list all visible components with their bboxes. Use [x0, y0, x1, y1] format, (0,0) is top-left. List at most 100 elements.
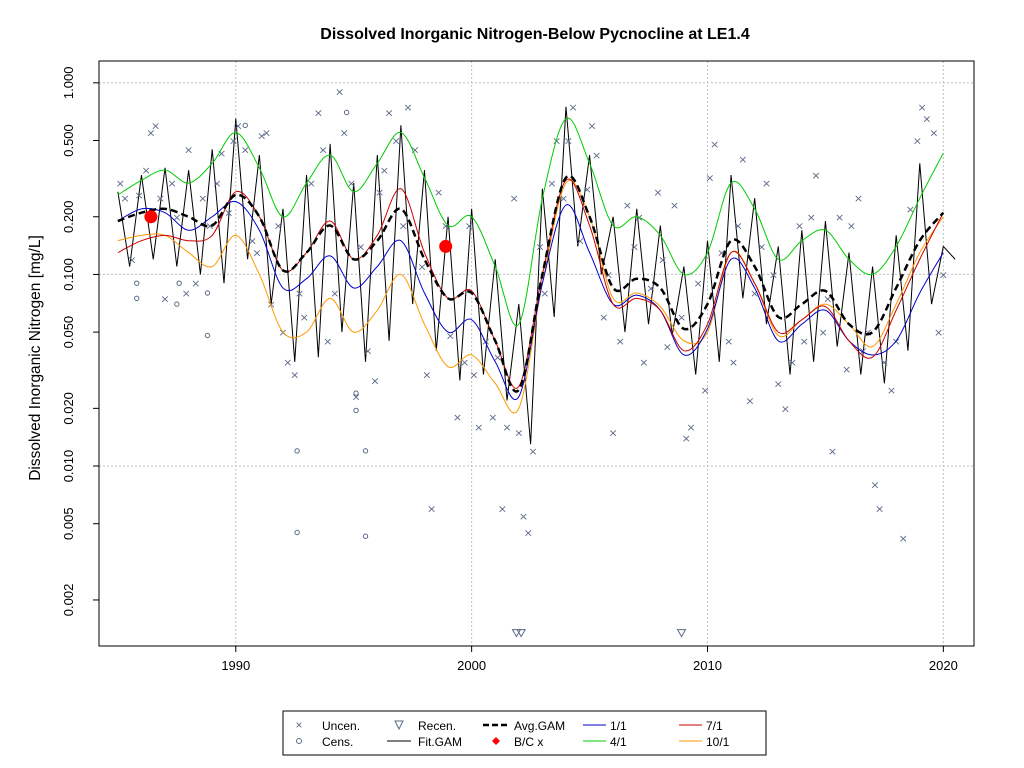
fit-gam-line: [117, 106, 956, 445]
uncensored-point: ×: [835, 211, 844, 224]
uncensored-point: ×: [568, 101, 577, 114]
uncensored-point: ×: [465, 220, 474, 233]
y-tick-label: 0.002: [61, 584, 76, 617]
legend-item-4-1: 4/1: [583, 735, 627, 749]
uncensored-point: ×: [217, 147, 226, 160]
legend-item-fit-gam: Fit.GAM: [387, 735, 462, 749]
uncensored-point: ×: [540, 287, 549, 300]
uncensored-point: ×: [252, 247, 261, 260]
uncensored-point: ×: [686, 421, 695, 434]
uncensored-point: ×: [729, 356, 738, 369]
uncensored-point: ×: [307, 177, 316, 190]
y-axis-label: Dissolved Inorganic Nitrogen [mg/L]: [27, 235, 44, 481]
uncensored-point: ×: [356, 240, 365, 253]
censored-point: [174, 301, 180, 307]
uncensored-point: ×: [880, 356, 889, 369]
legend-label-10-1: 10/1: [706, 735, 730, 749]
uncensored-point: ×: [576, 235, 585, 248]
uncensored-point: ×: [151, 119, 160, 132]
legend-item-cens: Cens.: [296, 735, 353, 749]
series-line-7-1: [117, 178, 944, 389]
uncensored-point: ×: [481, 335, 490, 348]
legend-box: [282, 710, 767, 756]
uncensored-point: ×: [453, 411, 462, 424]
uncensored-point: ×: [146, 127, 155, 140]
uncensored-point: ×: [519, 510, 528, 523]
uncensored-point: ×: [524, 526, 533, 539]
uncensored-point: ×: [863, 326, 872, 339]
points-layer: × × × × × × × × × × × × × × × × × × × × × × × × × × × × × × × × × × × × × × × ×…: [116, 86, 948, 638]
bc-marker-icon: [492, 737, 500, 745]
series-line-avg-gam: [117, 174, 945, 393]
censored-point: [204, 332, 211, 339]
legend-item-10-1: 10/1: [679, 735, 730, 749]
uncensored-point: ×: [564, 135, 573, 148]
uncensored-point: ×: [509, 192, 518, 205]
uncensored-point: ×: [446, 330, 455, 343]
uncensored-point: ×: [384, 107, 393, 120]
uncen-marker-icon: ×: [295, 718, 302, 732]
uncensored-point: ×: [769, 268, 778, 281]
uncensored-point: ×: [609, 426, 618, 439]
uncensored-point: ×: [929, 127, 938, 140]
cens-marker-icon: [296, 738, 302, 744]
bc-point: [144, 210, 158, 224]
censored-point: [204, 290, 211, 296]
uncensored-point: ×: [663, 341, 672, 354]
uncensored-point: ×: [670, 199, 679, 212]
uncensored-point: ×: [474, 421, 483, 434]
uncensored-point: ×: [488, 411, 497, 424]
legend-item-7-1: 7/1: [679, 719, 723, 733]
uncensored-point: ×: [795, 220, 804, 233]
censored-point: [134, 280, 140, 286]
uncensored-point: ×: [875, 503, 884, 516]
recensored-point: [676, 629, 687, 638]
uncensored-point: ×: [592, 149, 601, 162]
uncensored-point: ×: [807, 211, 816, 224]
y-tick-label: 0.010: [61, 450, 76, 483]
uncensored-point: ×: [717, 247, 726, 260]
uncensored-point: ×: [906, 203, 915, 216]
legend-label-4-1: 4/1: [610, 735, 627, 749]
uncensored-point: ×: [922, 113, 931, 126]
legend-item-avg-gam: Avg.GAM: [483, 719, 565, 733]
uncensored-point: ×: [939, 268, 948, 281]
uncensored-point: ×: [738, 153, 747, 166]
uncensored-point: ×: [493, 351, 502, 364]
plot-frame: [98, 60, 975, 647]
uncensored-point: ×: [616, 335, 625, 348]
uncensored-point: ×: [823, 292, 832, 305]
recensored-point: [511, 629, 522, 638]
legend-label-1-1: 1/1: [610, 719, 627, 733]
uncensored-point: ×: [842, 363, 851, 376]
y-tick-label: 0.200: [61, 200, 76, 233]
uncensored-point: ×: [262, 127, 271, 140]
grid: [99, 61, 974, 646]
uncensored-point: ×: [370, 374, 379, 387]
uncensored-point: ×: [375, 186, 384, 199]
y-tick-label: 1.000: [61, 67, 76, 100]
uncensored-point: ×: [318, 143, 327, 156]
uncensored-point: ×: [818, 326, 827, 339]
uncensored-point: ×: [191, 277, 200, 290]
uncensored-point: ×: [399, 220, 408, 233]
uncensored-point: ×: [870, 479, 879, 492]
uncensored-point: ×: [800, 335, 809, 348]
uncensored-point: ×: [535, 240, 544, 253]
y-tick-label: 0.050: [61, 316, 76, 349]
uncensored-point: ×: [363, 345, 372, 358]
uncensored-point: ×: [335, 86, 344, 99]
x-tick-label: 1990: [221, 658, 250, 673]
uncensored-point: ×: [639, 356, 648, 369]
uncensored-point: ×: [788, 356, 797, 369]
censored-point: [362, 533, 369, 539]
uncensored-point: ×: [623, 199, 632, 212]
uncensored-point: ×: [142, 164, 151, 177]
censored-point: [353, 407, 359, 414]
uncensored-point: ×: [290, 369, 299, 382]
uncensored-point: ×: [498, 503, 507, 516]
recensored-point: [516, 629, 527, 638]
uncensored-point: ×: [441, 220, 450, 233]
series-line-1-1: [117, 200, 944, 400]
